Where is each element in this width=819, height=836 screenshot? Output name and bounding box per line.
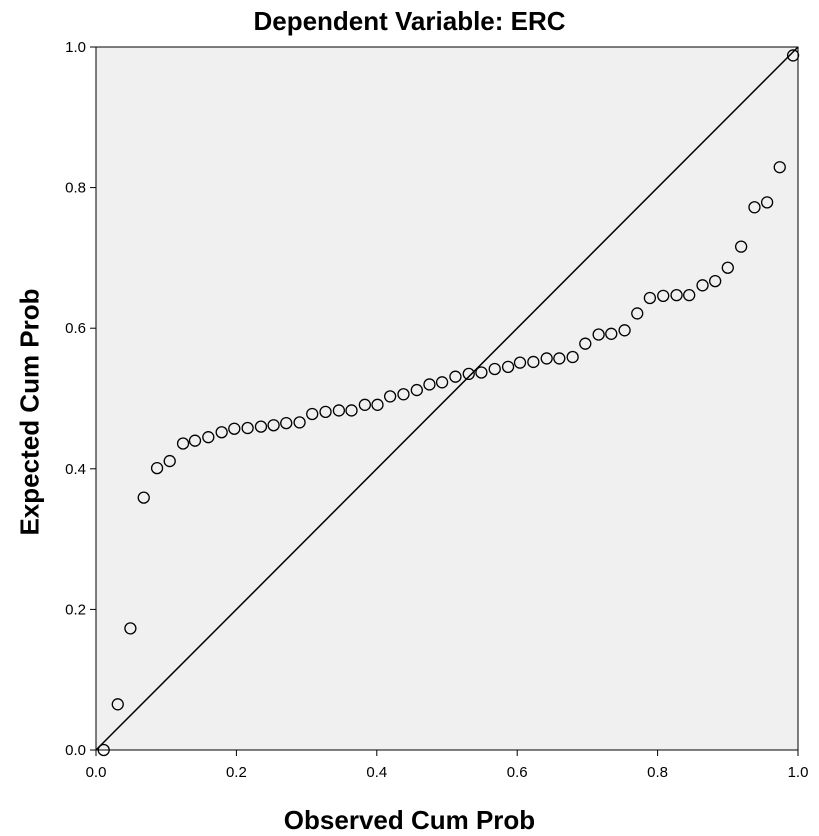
data-point xyxy=(513,356,527,369)
data-point xyxy=(332,404,346,417)
data-point xyxy=(760,196,774,209)
data-point xyxy=(111,698,124,711)
x-tick-label: 0.8 xyxy=(647,764,668,781)
x-tick-label: 0.0 xyxy=(86,764,107,781)
data-point xyxy=(734,240,748,253)
data-point xyxy=(592,328,605,341)
data-point xyxy=(150,461,164,475)
data-point xyxy=(553,352,566,365)
data-point xyxy=(293,416,306,429)
data-point xyxy=(657,289,670,303)
data-point xyxy=(748,201,761,214)
data-point xyxy=(435,376,449,389)
data-point xyxy=(267,419,280,432)
data-point xyxy=(228,422,241,435)
data-point xyxy=(670,289,683,302)
x-tick-label: 0.4 xyxy=(366,764,387,781)
data-point xyxy=(462,367,475,381)
data-point xyxy=(631,307,644,320)
data-points xyxy=(97,49,800,757)
data-point xyxy=(397,388,410,401)
data-point xyxy=(423,378,436,391)
chart-title: Dependent Variable: ERC xyxy=(253,6,566,36)
y-tick-label: 1.0 xyxy=(65,39,86,56)
data-point xyxy=(176,437,190,450)
data-point xyxy=(643,291,657,305)
data-point xyxy=(371,398,384,411)
data-point xyxy=(488,362,501,376)
y-tick-label: 0.2 xyxy=(65,601,86,618)
data-point xyxy=(319,405,332,419)
reference-line-group xyxy=(95,46,799,751)
data-point xyxy=(254,420,268,433)
axes: 0.0 0.2 0.4 0.6 0.8 1.0 0.0 0.2 0.4 0.6 0.8 1.0 xyxy=(65,39,808,781)
data-point xyxy=(137,491,150,504)
data-point xyxy=(163,454,176,468)
data-point xyxy=(215,426,228,439)
data-point xyxy=(709,274,722,288)
x-tick-label: 1.0 xyxy=(788,764,809,781)
data-point xyxy=(605,327,618,340)
data-point xyxy=(786,49,800,62)
data-point xyxy=(696,279,709,292)
data-point xyxy=(501,360,515,374)
data-point xyxy=(618,324,631,337)
data-point xyxy=(345,404,358,417)
data-point xyxy=(449,370,462,383)
data-point xyxy=(773,161,786,174)
data-point xyxy=(306,407,319,421)
data-point xyxy=(202,431,215,444)
data-point xyxy=(241,421,254,435)
data-point xyxy=(540,352,553,365)
data-point xyxy=(683,289,696,302)
data-point xyxy=(527,355,540,369)
data-point xyxy=(97,743,110,757)
data-point xyxy=(721,261,734,274)
y-tick-label: 0.4 xyxy=(65,461,86,478)
y-axis-label: Expected Cum Prob xyxy=(14,288,45,536)
data-point xyxy=(124,622,137,635)
data-point xyxy=(188,434,202,447)
data-point xyxy=(383,390,397,403)
y-tick-label: 0.6 xyxy=(65,320,86,337)
data-point xyxy=(280,416,293,430)
data-point xyxy=(579,337,592,350)
x-tick-label: 0.2 xyxy=(226,764,247,781)
x-tick-label: 0.6 xyxy=(507,764,528,781)
data-point xyxy=(475,366,488,379)
y-tick-label: 0.0 xyxy=(65,742,86,759)
reference-line xyxy=(95,46,799,751)
data-point xyxy=(410,383,423,397)
data-point xyxy=(358,398,372,411)
data-point xyxy=(566,350,579,364)
y-tick-label: 0.8 xyxy=(65,180,86,197)
x-axis-label: Observed Cum Prob xyxy=(283,805,536,835)
